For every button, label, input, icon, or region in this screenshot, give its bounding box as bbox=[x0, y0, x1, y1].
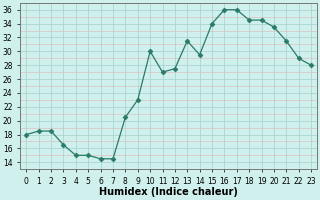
X-axis label: Humidex (Indice chaleur): Humidex (Indice chaleur) bbox=[99, 187, 238, 197]
